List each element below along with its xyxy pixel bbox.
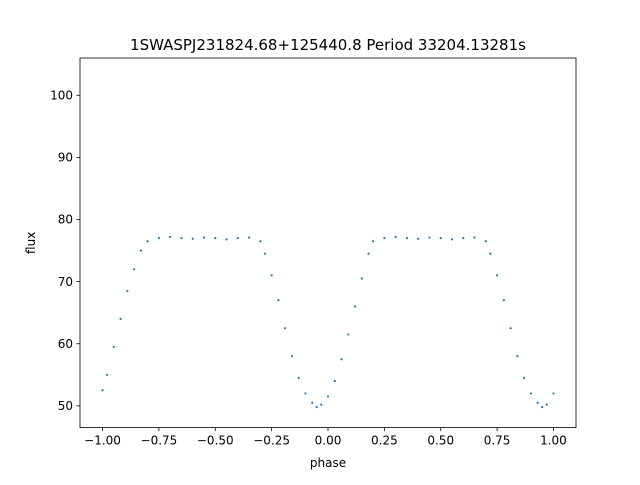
data-points-layer: [101, 235, 555, 409]
y-tick-label: 70: [58, 275, 73, 289]
data-point: [225, 238, 228, 241]
x-tick-label: 1.00: [540, 434, 567, 448]
chart-title: 1SWASPJ231824.68+125440.8 Period 33204.1…: [130, 36, 526, 54]
data-point: [270, 274, 273, 277]
data-point: [495, 274, 499, 277]
data-point: [277, 299, 280, 302]
data-point: [126, 289, 129, 293]
data-point: [202, 236, 206, 239]
y-tick-label: 100: [50, 88, 73, 102]
data-point: [450, 238, 454, 241]
data-point: [333, 379, 336, 383]
data-point: [105, 373, 109, 376]
data-point: [347, 333, 350, 336]
data-point: [119, 317, 122, 320]
data-point: [340, 358, 343, 361]
x-axis-label: phase: [310, 456, 346, 470]
data-point: [405, 237, 409, 240]
data-point: [247, 236, 251, 239]
data-point: [536, 401, 539, 404]
data-point: [502, 299, 505, 302]
data-point: [311, 401, 314, 404]
data-point: [191, 237, 194, 240]
data-point: [353, 305, 357, 308]
data-point: [489, 252, 492, 255]
plot-frame: [79, 57, 577, 429]
data-point: [360, 277, 363, 280]
data-point: [320, 403, 323, 406]
data-point: [367, 252, 370, 255]
data-point: [371, 240, 375, 243]
data-point: [552, 392, 555, 395]
data-point: [516, 355, 519, 358]
data-point: [297, 376, 300, 380]
data-point: [263, 252, 266, 255]
data-point: [133, 268, 136, 271]
data-point: [428, 236, 431, 239]
y-tick-label: 90: [58, 151, 73, 165]
data-point: [541, 406, 544, 409]
data-point: [169, 235, 172, 238]
data-point: [139, 249, 142, 252]
data-point: [112, 345, 115, 348]
x-tick-label: 0.50: [427, 434, 454, 448]
data-point: [146, 240, 149, 243]
x-tick-label: −0.75: [141, 434, 178, 448]
data-point: [315, 406, 318, 409]
data-point: [394, 235, 397, 238]
data-point: [523, 376, 526, 380]
data-point: [509, 327, 512, 330]
data-point: [439, 237, 442, 240]
data-point: [462, 237, 465, 240]
data-point: [326, 395, 330, 398]
x-tick-label: 0.25: [371, 434, 398, 448]
data-point: [304, 392, 307, 395]
y-axis-label: flux: [24, 232, 38, 254]
data-point: [473, 236, 476, 239]
data-point: [157, 237, 161, 240]
data-point: [383, 237, 386, 240]
x-tick-label: −0.25: [253, 434, 290, 448]
x-tick-label: 0.75: [484, 434, 511, 448]
data-point: [284, 327, 287, 330]
data-point: [259, 240, 262, 243]
data-point: [214, 237, 217, 240]
y-tick-label: 50: [58, 399, 73, 413]
data-point: [417, 237, 420, 240]
data-point: [236, 237, 239, 240]
y-axis-ticks: 50 60 70 80 90 100: [50, 88, 80, 413]
data-point: [180, 237, 183, 240]
x-axis-ticks: −1.00 −0.75 −0.50 −0.25 0.00 0.25 0.50 0.75 1.00: [84, 427, 567, 448]
data-point: [101, 389, 104, 392]
data-point: [545, 403, 548, 406]
data-point: [290, 355, 294, 358]
data-point: [529, 392, 533, 395]
x-tick-label: 0.00: [315, 434, 342, 448]
y-tick-label: 80: [58, 213, 73, 227]
y-tick-label: 60: [58, 337, 73, 351]
x-tick-label: −1.00: [84, 434, 121, 448]
x-tick-label: −0.50: [197, 434, 234, 448]
data-point: [484, 240, 487, 243]
